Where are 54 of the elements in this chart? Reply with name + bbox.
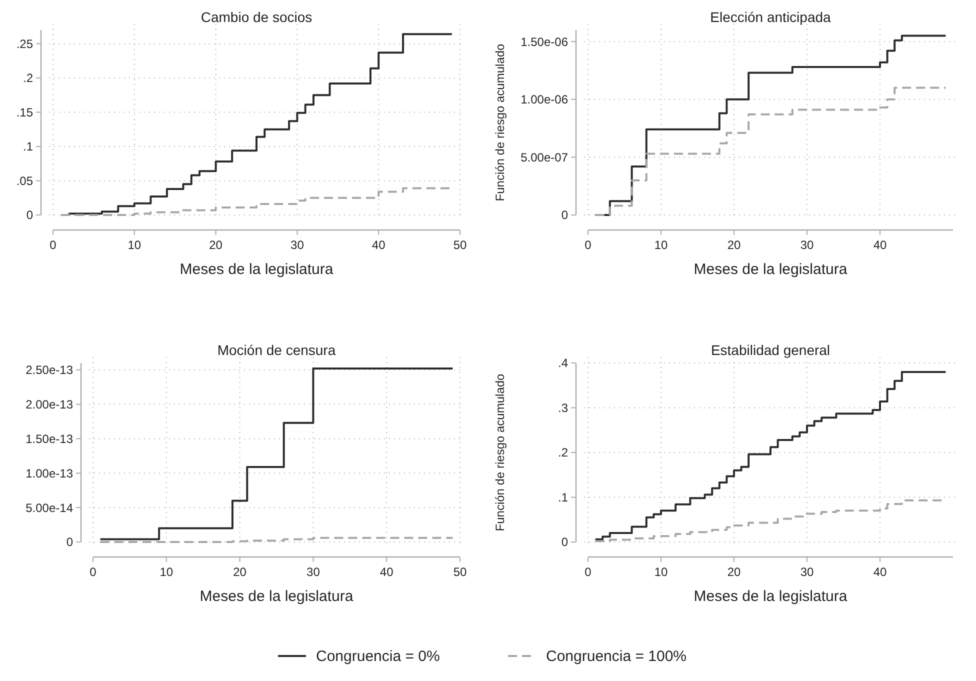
y-tick-label: .1 bbox=[558, 490, 568, 504]
x-tick-label: 40 bbox=[873, 238, 887, 252]
legend-label: Congruencia = 100% bbox=[546, 648, 687, 665]
x-tick-label: 10 bbox=[128, 238, 142, 252]
x-tick-label: 20 bbox=[233, 565, 247, 579]
y-tick-label: 0 bbox=[561, 208, 568, 222]
x-axis-title: Meses de la legislatura bbox=[200, 588, 354, 605]
chart-title: Estabilidad general bbox=[710, 342, 830, 358]
x-tick-label: 20 bbox=[727, 238, 741, 252]
x-tick-label: 40 bbox=[372, 238, 386, 252]
y-tick-label: 1.00e-06 bbox=[520, 92, 568, 107]
y-axis-title: Función de riesgo acumulado bbox=[493, 43, 507, 202]
y-tick-label: 0 bbox=[26, 208, 34, 222]
y-tick-label: 5.00e-07 bbox=[520, 150, 568, 164]
y-tick-label: .15 bbox=[16, 105, 34, 120]
y-tick-label: .2 bbox=[558, 446, 568, 460]
y-tick-label: 2.50e-13 bbox=[26, 363, 74, 378]
y-tick-label: .3 bbox=[558, 400, 568, 415]
x-tick-label: 30 bbox=[800, 565, 814, 579]
x-tick-label: 40 bbox=[380, 565, 394, 579]
chart-title: Moción de censura bbox=[217, 342, 336, 358]
x-tick-label: 20 bbox=[727, 565, 741, 579]
x-axis-title: Meses de la legislatura bbox=[694, 588, 848, 605]
x-tick-label: 50 bbox=[453, 565, 467, 579]
y-tick-label: 1.50e-13 bbox=[26, 432, 74, 446]
x-tick-label: 0 bbox=[584, 565, 592, 579]
x-tick-label: 50 bbox=[453, 238, 467, 252]
x-tick-label: 40 bbox=[873, 565, 887, 579]
x-tick-label: 10 bbox=[654, 238, 668, 252]
y-tick-label: 0 bbox=[561, 535, 568, 550]
y-tick-label: 2.00e-13 bbox=[26, 398, 74, 412]
x-tick-label: 30 bbox=[306, 565, 320, 579]
x-tick-label: 10 bbox=[160, 565, 174, 579]
y-tick-label: .25 bbox=[16, 36, 34, 51]
y-tick-label: .1 bbox=[22, 140, 34, 154]
y-tick-label: 1.50e-06 bbox=[520, 34, 568, 49]
y-axis-title: Función de riesgo acumulado bbox=[493, 373, 507, 532]
x-axis-title: Meses de la legislatura bbox=[694, 261, 848, 278]
y-tick-label: .2 bbox=[22, 71, 34, 86]
chart-title: Elección anticipada bbox=[710, 9, 832, 25]
x-tick-label: 10 bbox=[654, 565, 668, 579]
x-axis-title: Meses de la legislatura bbox=[180, 261, 334, 278]
y-tick-label: 1.00e-13 bbox=[26, 466, 74, 480]
x-tick-label: 0 bbox=[584, 238, 592, 252]
y-tick-label: .05 bbox=[16, 174, 34, 188]
legend-label: Congruencia = 0% bbox=[316, 648, 440, 665]
y-tick-label: 0 bbox=[66, 535, 74, 550]
x-tick-label: 20 bbox=[209, 238, 223, 252]
x-tick-label: 30 bbox=[800, 238, 814, 252]
x-tick-label: 0 bbox=[90, 565, 97, 579]
x-tick-label: 30 bbox=[290, 238, 304, 252]
y-tick-label: .4 bbox=[558, 356, 568, 370]
chart-title: Cambio de socios bbox=[200, 9, 312, 25]
y-tick-label: 5.00e-14 bbox=[26, 500, 74, 515]
